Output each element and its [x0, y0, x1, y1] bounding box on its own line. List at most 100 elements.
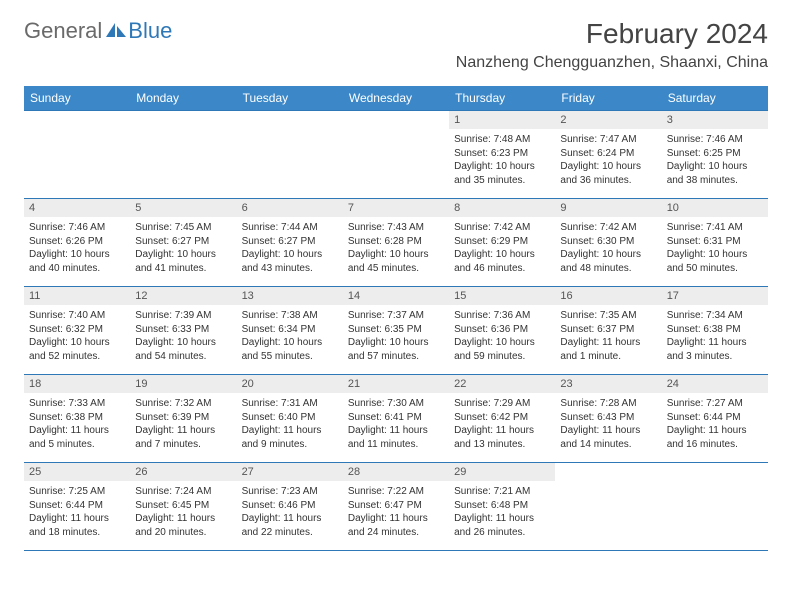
cell-body: Sunrise: 7:33 AMSunset: 6:38 PMDaylight:… — [24, 395, 130, 455]
day-number: 17 — [662, 287, 768, 305]
calendar-cell: 19 Sunrise: 7:32 AMSunset: 6:39 PMDayligh… — [130, 375, 236, 463]
daylight-text: Daylight: 10 hours and 41 minutes. — [135, 248, 231, 275]
daylight-text: Daylight: 11 hours and 7 minutes. — [135, 424, 231, 451]
sunrise-text: Sunrise: 7:36 AM — [454, 309, 550, 323]
day-number: 19 — [130, 375, 236, 393]
calendar-cell — [555, 463, 661, 551]
sunset-text: Sunset: 6:23 PM — [454, 147, 550, 161]
sunset-text: Sunset: 6:48 PM — [454, 499, 550, 513]
cell-body: Sunrise: 7:35 AMSunset: 6:37 PMDaylight:… — [555, 307, 661, 367]
sunrise-text: Sunrise: 7:22 AM — [348, 485, 444, 499]
calendar-cell: 12Sunrise: 7:39 AMSunset: 6:33 PMDayligh… — [130, 287, 236, 375]
daylight-text: Daylight: 10 hours and 57 minutes. — [348, 336, 444, 363]
sunset-text: Sunset: 6:40 PM — [242, 411, 338, 425]
sunset-text: Sunset: 6:41 PM — [348, 411, 444, 425]
calendar-week: 25Sunrise: 7:25 AMSunset: 6:44 PMDayligh… — [24, 463, 768, 551]
brand-blue: Blue — [128, 18, 172, 44]
calendar-head: Sunday Monday Tuesday Wednesday Thursday… — [24, 86, 768, 111]
col-saturday: Saturday — [662, 86, 768, 111]
daylight-text: Daylight: 11 hours and 3 minutes. — [667, 336, 763, 363]
day-number: 2 — [555, 111, 661, 129]
daylight-text: Daylight: 11 hours and 11 minutes. — [348, 424, 444, 451]
col-tuesday: Tuesday — [237, 86, 343, 111]
calendar-cell: 6Sunrise: 7:44 AMSunset: 6:27 PMDaylight… — [237, 199, 343, 287]
daylight-text: Daylight: 11 hours and 26 minutes. — [454, 512, 550, 539]
sunset-text: Sunset: 6:46 PM — [242, 499, 338, 513]
daylight-text: Daylight: 10 hours and 40 minutes. — [29, 248, 125, 275]
sunrise-text: Sunrise: 7:38 AM — [242, 309, 338, 323]
calendar-cell — [24, 111, 130, 199]
sunrise-text: Sunrise: 7:27 AM — [667, 397, 763, 411]
cell-body: Sunrise: 7:37 AMSunset: 6:35 PMDaylight:… — [343, 307, 449, 367]
day-number: 23 — [555, 375, 661, 393]
day-number: 1 — [449, 111, 555, 129]
col-sunday: Sunday — [24, 86, 130, 111]
calendar-cell: 14Sunrise: 7:37 AMSunset: 6:35 PMDayligh… — [343, 287, 449, 375]
day-number: 21 — [343, 375, 449, 393]
cell-body: Sunrise: 7:22 AMSunset: 6:47 PMDaylight:… — [343, 483, 449, 543]
calendar-cell: 15Sunrise: 7:36 AMSunset: 6:36 PMDayligh… — [449, 287, 555, 375]
cell-body: Sunrise: 7:48 AMSunset: 6:23 PMDaylight:… — [449, 131, 555, 191]
cell-body: Sunrise: 7:30 AMSunset: 6:41 PMDaylight:… — [343, 395, 449, 455]
calendar-cell: 26Sunrise: 7:24 AMSunset: 6:45 PMDayligh… — [130, 463, 236, 551]
sunrise-text: Sunrise: 7:32 AM — [135, 397, 231, 411]
day-number: 4 — [24, 199, 130, 217]
cell-body: Sunrise: 7:23 AMSunset: 6:46 PMDaylight:… — [237, 483, 343, 543]
cell-body: Sunrise: 7:47 AMSunset: 6:24 PMDaylight:… — [555, 131, 661, 191]
daylight-text: Daylight: 11 hours and 18 minutes. — [29, 512, 125, 539]
day-number: 3 — [662, 111, 768, 129]
day-number: 6 — [237, 199, 343, 217]
sunset-text: Sunset: 6:24 PM — [560, 147, 656, 161]
sunrise-text: Sunrise: 7:29 AM — [454, 397, 550, 411]
sunset-text: Sunset: 6:27 PM — [242, 235, 338, 249]
sunrise-text: Sunrise: 7:33 AM — [29, 397, 125, 411]
day-number: 25 — [24, 463, 130, 481]
col-monday: Monday — [130, 86, 236, 111]
sunset-text: Sunset: 6:36 PM — [454, 323, 550, 337]
sunrise-text: Sunrise: 7:42 AM — [560, 221, 656, 235]
sunrise-text: Sunrise: 7:25 AM — [29, 485, 125, 499]
cell-body: Sunrise: 7:42 AMSunset: 6:29 PMDaylight:… — [449, 219, 555, 279]
day-number: 22 — [449, 375, 555, 393]
sunset-text: Sunset: 6:39 PM — [135, 411, 231, 425]
daylight-text: Daylight: 10 hours and 46 minutes. — [454, 248, 550, 275]
sunrise-text: Sunrise: 7:35 AM — [560, 309, 656, 323]
sunrise-text: Sunrise: 7:46 AM — [667, 133, 763, 147]
sunset-text: Sunset: 6:30 PM — [560, 235, 656, 249]
calendar-week: 4Sunrise: 7:46 AMSunset: 6:26 PMDaylight… — [24, 199, 768, 287]
sunrise-text: Sunrise: 7:43 AM — [348, 221, 444, 235]
cell-body: Sunrise: 7:24 AMSunset: 6:45 PMDaylight:… — [130, 483, 236, 543]
calendar-cell: 20Sunrise: 7:31 AMSunset: 6:40 PMDayligh… — [237, 375, 343, 463]
calendar-cell: 29Sunrise: 7:21 AMSunset: 6:48 PMDayligh… — [449, 463, 555, 551]
calendar-cell: 16Sunrise: 7:35 AMSunset: 6:37 PMDayligh… — [555, 287, 661, 375]
calendar-cell — [662, 463, 768, 551]
cell-body: Sunrise: 7:45 AMSunset: 6:27 PMDaylight:… — [130, 219, 236, 279]
sunrise-text: Sunrise: 7:24 AM — [135, 485, 231, 499]
calendar-week: 11Sunrise: 7:40 AMSunset: 6:32 PMDayligh… — [24, 287, 768, 375]
calendar-cell: 2 Sunrise: 7:47 AMSunset: 6:24 PMDaylight… — [555, 111, 661, 199]
sunrise-text: Sunrise: 7:31 AM — [242, 397, 338, 411]
calendar-cell: 5Sunrise: 7:45 AMSunset: 6:27 PMDaylight… — [130, 199, 236, 287]
day-number: 10 — [662, 199, 768, 217]
calendar-cell: 17Sunrise: 7:34 AMSunset: 6:38 PMDayligh… — [662, 287, 768, 375]
sunset-text: Sunset: 6:32 PM — [29, 323, 125, 337]
sunrise-text: Sunrise: 7:42 AM — [454, 221, 550, 235]
sunrise-text: Sunrise: 7:34 AM — [667, 309, 763, 323]
calendar-cell: 18 Sunrise: 7:33 AMSunset: 6:38 PMDayligh… — [24, 375, 130, 463]
title-block: February 2024 Nanzheng Chengguanzhen, Sh… — [456, 18, 768, 72]
calendar-cell: 27Sunrise: 7:23 AMSunset: 6:46 PMDayligh… — [237, 463, 343, 551]
sunset-text: Sunset: 6:45 PM — [135, 499, 231, 513]
daylight-text: Daylight: 11 hours and 14 minutes. — [560, 424, 656, 451]
month-title: February 2024 — [456, 18, 768, 50]
day-number: 18 — [24, 375, 130, 393]
sunrise-text: Sunrise: 7:44 AM — [242, 221, 338, 235]
daylight-text: Daylight: 10 hours and 35 minutes. — [454, 160, 550, 187]
day-number: 24 — [662, 375, 768, 393]
col-wednesday: Wednesday — [343, 86, 449, 111]
col-friday: Friday — [555, 86, 661, 111]
sunrise-text: Sunrise: 7:40 AM — [29, 309, 125, 323]
cell-body: Sunrise: 7:27 AMSunset: 6:44 PMDaylight:… — [662, 395, 768, 455]
sunrise-text: Sunrise: 7:48 AM — [454, 133, 550, 147]
cell-body: Sunrise: 7:42 AMSunset: 6:30 PMDaylight:… — [555, 219, 661, 279]
calendar-cell: 23Sunrise: 7:28 AMSunset: 6:43 PMDayligh… — [555, 375, 661, 463]
